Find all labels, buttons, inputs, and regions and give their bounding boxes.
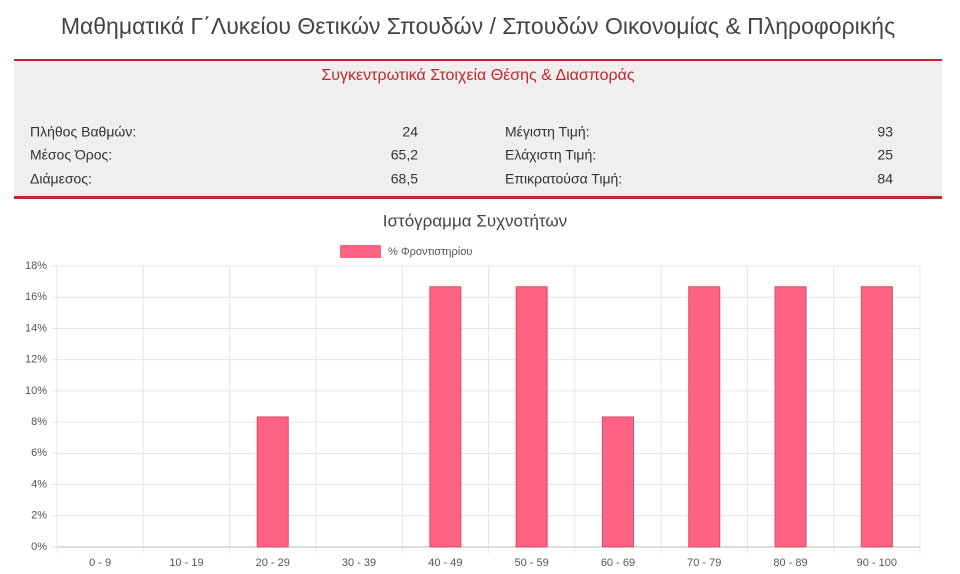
x-tick-label: 80 - 89 <box>773 557 807 569</box>
chart-title: Ιστόγραμμα Συχνοτήτων <box>383 211 567 230</box>
y-tick-label: 6% <box>31 447 47 459</box>
bar <box>429 286 462 548</box>
x-tick-label: 90 - 100 <box>857 557 897 569</box>
stat-value: 25 <box>877 147 893 163</box>
legend-swatch <box>340 245 381 258</box>
stat-value: 24 <box>402 124 418 140</box>
stat-label: Ελάχιστη Τιμή: <box>505 147 596 163</box>
y-tick-label: 12% <box>25 354 47 366</box>
stats-title: Συγκεντρωτικά Στοιχεία Θέσης & Διασποράς <box>321 67 634 84</box>
bar <box>860 286 893 548</box>
stat-label: Μέσος Όρος: <box>30 147 112 163</box>
chart: 0% 2% 4% 6% 8% 10% 12% 14% 16% 18% % Φροντιστηρίου… <box>25 245 921 569</box>
page-title: Μαθηματικά Γ΄Λυκείου Θετικών Σπουδών / Σ… <box>61 13 895 39</box>
x-tick-label: 30 - 39 <box>342 557 376 569</box>
bar <box>256 416 289 548</box>
stat-label: Επικρατούσα Τιμή: <box>505 171 622 187</box>
bar <box>774 286 807 548</box>
x-tick-label: 40 - 49 <box>428 557 462 569</box>
y-tick-label: 14% <box>25 322 47 334</box>
y-tick-label: 16% <box>25 291 47 303</box>
x-tick-label: 20 - 29 <box>256 557 290 569</box>
x-tick-label: 70 - 79 <box>687 557 721 569</box>
stats-panel <box>14 60 942 198</box>
y-tick-label: 4% <box>31 478 47 490</box>
panel-border-top <box>14 59 942 61</box>
stat-value: 68,5 <box>391 171 418 187</box>
stat-label: Μέγιστη Τιμή: <box>505 124 590 140</box>
y-tick-label: 8% <box>31 416 47 428</box>
stat-label: Πλήθος Βαθμών: <box>30 124 136 140</box>
y-tick-label: 18% <box>25 260 47 272</box>
x-tick-label: 0 - 9 <box>89 557 111 569</box>
y-tick-label: 2% <box>31 510 47 522</box>
x-tick-label: 10 - 19 <box>169 557 203 569</box>
stat-value: 93 <box>877 124 893 140</box>
legend-label: % Φροντιστηρίου <box>388 246 472 258</box>
stat-value: 65,2 <box>391 147 418 163</box>
stat-label: Διάμεσος: <box>30 171 92 187</box>
stat-value: 84 <box>877 171 893 187</box>
x-tick-label: 50 - 59 <box>515 557 549 569</box>
bar <box>688 286 721 548</box>
y-tick-label: 10% <box>25 385 47 397</box>
panel-border-bottom <box>14 196 942 199</box>
bar <box>601 416 634 548</box>
bar <box>515 286 548 548</box>
stats-grid: Πλήθος Βαθμών: 24 Μέσος Όρος: 65,2 Διάμεσος:… <box>30 124 893 187</box>
x-tick-label: 60 - 69 <box>601 557 635 569</box>
y-tick-label: 0% <box>31 541 47 553</box>
